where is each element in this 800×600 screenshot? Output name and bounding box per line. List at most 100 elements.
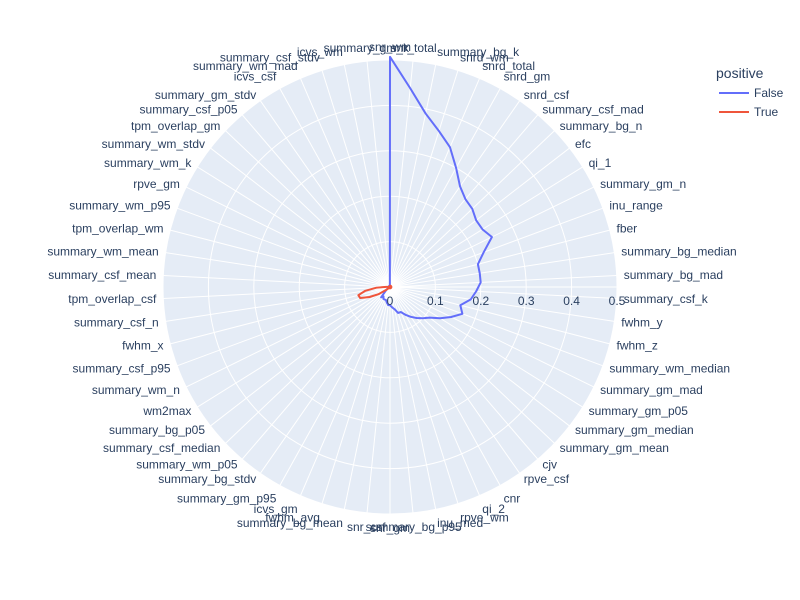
- category-label: summary_bg_stdv: [158, 472, 256, 486]
- angular-grid-line: [389, 286, 501, 486]
- angular-grid-line: [389, 64, 437, 288]
- category-label: summary_bg_k: [437, 45, 520, 59]
- series-lines: [357, 55, 493, 320]
- angular-grid-line: [389, 286, 617, 299]
- angular-grid-line: [170, 229, 391, 288]
- angular-grid-line: [225, 286, 391, 444]
- category-label: tpm_overlap_gm: [131, 119, 220, 133]
- angular-grid-line: [185, 186, 391, 288]
- angular-grid-line: [389, 147, 570, 288]
- category-label: cnr: [504, 492, 521, 506]
- category-label: summary_bg_p95: [366, 520, 462, 534]
- category-label: summary_bg_mad: [624, 268, 723, 282]
- category-label: summary_wm_p05: [136, 458, 238, 472]
- category-label: summary_wm_n: [92, 383, 180, 397]
- angular-grid-line: [241, 114, 391, 288]
- category-label: fwhm_x: [122, 339, 163, 353]
- angular-grid-line: [389, 286, 539, 460]
- category-label: fwhm_z: [617, 339, 658, 353]
- angular-grid-line: [389, 88, 501, 288]
- angular-grid-line: [163, 286, 391, 299]
- angular-grid-line: [389, 286, 437, 510]
- angular-grid-line: [165, 286, 391, 322]
- angular-grid-line: [389, 229, 610, 288]
- category-label: icvs_csf: [234, 69, 277, 83]
- category-label: inu_med: [437, 516, 483, 530]
- angular-grid-line: [321, 70, 391, 288]
- category-label: snr_gm: [370, 521, 410, 535]
- angular-grid-line: [389, 61, 414, 288]
- category-label: summary_bg_mean: [237, 516, 343, 530]
- angular-grid-line: [366, 61, 391, 288]
- category-label: tpm_overlap_csf: [68, 292, 157, 306]
- category-label: wm2max: [142, 404, 191, 418]
- category-label: summary_csf_n: [74, 315, 159, 329]
- angular-grid-line: [259, 100, 391, 288]
- category-label: summary_wm_median: [609, 361, 730, 375]
- category-label: summary_wm_mad: [193, 59, 298, 73]
- angular-grid-line: [389, 275, 617, 288]
- legend-item-false[interactable]: False: [719, 86, 784, 100]
- angular-grid-line: [300, 286, 391, 496]
- category-label: summary_csf_p05: [140, 103, 238, 117]
- category-label: summary_gm_median: [575, 423, 694, 437]
- legend-item-true[interactable]: True: [719, 105, 779, 119]
- category-label: fwhm_avg: [265, 510, 320, 524]
- angular-grid-line: [389, 286, 459, 504]
- angular-grid-line: [163, 275, 391, 288]
- angular-grid-line: [343, 286, 391, 510]
- category-label: summary_csf_mean: [48, 268, 156, 282]
- angular-grid-line: [210, 286, 391, 427]
- angular-grid-line: [300, 78, 391, 288]
- category-label: icvs_wm: [297, 45, 343, 59]
- category-label: cjv: [542, 458, 557, 472]
- category-label: summary_gm_mean: [560, 441, 669, 455]
- angular-grid-line: [389, 100, 521, 288]
- angular-grid-line: [259, 286, 391, 474]
- angular-grid-line: [389, 286, 555, 444]
- radial-tick-label: 0.2: [472, 294, 489, 308]
- angular-grid-line: [343, 64, 391, 288]
- angular-grid-line: [389, 114, 539, 288]
- category-label: summary_csf_k: [624, 292, 709, 306]
- category-label: summary_csf_p95: [73, 361, 171, 375]
- angular-grid-line: [241, 286, 391, 460]
- category-label: summary_gm_n: [600, 177, 686, 191]
- category-label: summary_csf_median: [103, 441, 220, 455]
- category-label: summary_gm_p05: [589, 404, 689, 418]
- radial-tick-labels: 0 0.1 0.2 0.3 0.4 0.5: [387, 294, 626, 308]
- angular-grid-line: [389, 207, 604, 288]
- radial-tick-label: 0: [387, 294, 394, 308]
- category-label: inu_range: [609, 199, 663, 213]
- angular-grid-line: [389, 286, 615, 322]
- angular-grid-line: [225, 130, 391, 288]
- radial-tick-label: 0.1: [427, 294, 444, 308]
- angular-grid-line: [197, 166, 391, 288]
- category-label: rpve_wm: [460, 510, 509, 524]
- angular-grid-line: [389, 70, 459, 288]
- category-label: snrd_csf: [524, 88, 570, 102]
- angular-grid-line: [210, 147, 391, 288]
- category-label: rpve_csf: [524, 472, 570, 486]
- category-label: summary_bg_median: [621, 245, 736, 259]
- angular-grid-line: [389, 252, 615, 288]
- category-label: summary_bg_p05: [109, 423, 205, 437]
- angular-grid-line: [170, 286, 391, 345]
- category-label: efc: [575, 137, 591, 151]
- angular-grid-line: [389, 286, 595, 388]
- radial-tick-label: 0.3: [518, 294, 535, 308]
- legend-label: True: [754, 105, 779, 119]
- legend-label: False: [754, 86, 784, 100]
- category-label: summary_gm_stdv: [155, 88, 256, 102]
- angular-grid-line: [279, 286, 391, 486]
- angular-grid-line: [279, 88, 391, 288]
- category-label: qi_2: [482, 502, 505, 516]
- angular-grid-line: [389, 286, 570, 427]
- radial-tick-label: 0.5: [609, 294, 626, 308]
- category-label: summary_gm_k: [324, 41, 410, 55]
- angular-grid-line: [176, 286, 391, 367]
- category-label: snrd_wm: [460, 51, 509, 65]
- angular-grid-line: [321, 286, 391, 504]
- category-label: summary_wm_mean: [47, 245, 158, 259]
